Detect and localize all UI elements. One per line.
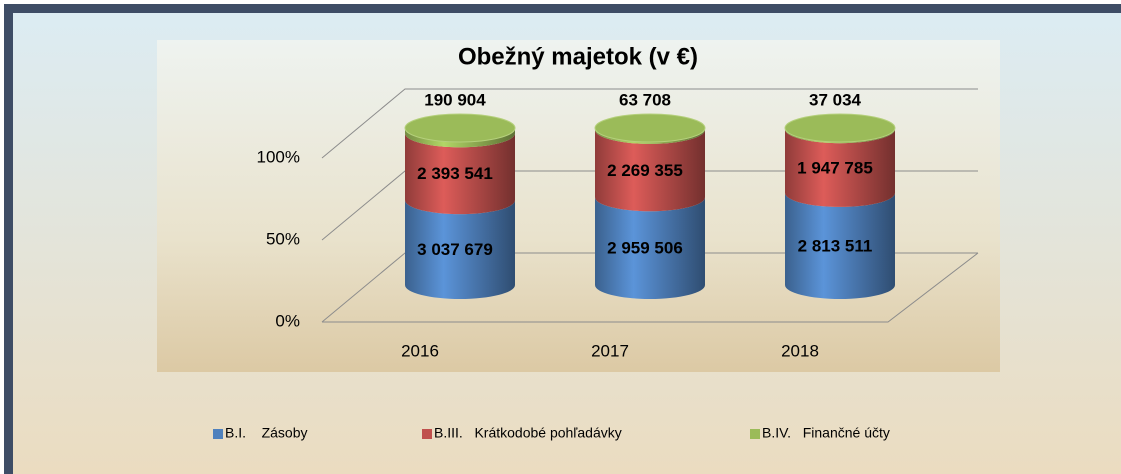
cylinder-cap xyxy=(784,113,896,143)
data-label: 2 269 355 xyxy=(607,161,683,180)
x-tick-label: 2017 xyxy=(591,341,629,360)
legend-label: B.IV. Finančné účty xyxy=(762,425,890,441)
data-label: 3 037 679 xyxy=(417,240,493,259)
data-label: 1 947 785 xyxy=(797,159,873,178)
cylinder-segment xyxy=(405,128,515,148)
data-label: 2 813 511 xyxy=(798,236,873,255)
y-tick-label: 100% xyxy=(257,147,300,166)
legend-swatch xyxy=(422,429,432,439)
cylinder-segment xyxy=(405,200,515,299)
legend-swatch xyxy=(750,429,760,439)
x-tick-label: 2018 xyxy=(781,341,819,360)
cylinder-segment xyxy=(595,197,705,299)
floor-edge xyxy=(322,252,979,323)
cylinder-cap xyxy=(404,113,516,143)
data-label: 2 393 541 xyxy=(417,164,493,183)
cylinder-segment xyxy=(785,129,895,207)
legend-swatch xyxy=(213,429,223,439)
data-label: 2 959 506 xyxy=(607,239,683,258)
cylinder-cap xyxy=(594,113,706,143)
grid-line xyxy=(321,88,978,159)
y-tick-label: 50% xyxy=(266,229,300,248)
data-label: 190 904 xyxy=(424,90,486,109)
chart-title: Obežný majetok (v €) xyxy=(458,43,698,70)
legend-label: B.I. Zásoby xyxy=(225,425,307,441)
data-label: 63 708 xyxy=(619,90,671,109)
cylinder-segment xyxy=(595,129,705,212)
x-tick-label: 2016 xyxy=(401,341,439,360)
cylinder-segment xyxy=(405,133,515,215)
legend-label: B.III. Krátkodobé pohľadávky xyxy=(434,425,622,441)
cylinder-segment xyxy=(785,192,895,299)
data-label: 37 034 xyxy=(809,90,862,109)
y-tick-label: 0% xyxy=(275,311,300,330)
